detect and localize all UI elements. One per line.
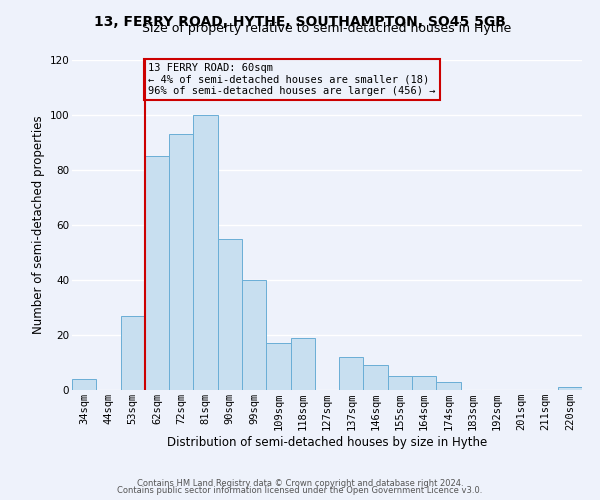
Bar: [436, 382, 461, 390]
Bar: [169, 134, 193, 390]
Bar: [290, 338, 315, 390]
Bar: [145, 156, 169, 390]
Y-axis label: Number of semi-detached properties: Number of semi-detached properties: [32, 116, 46, 334]
Bar: [266, 343, 290, 390]
Bar: [72, 379, 96, 390]
Text: Contains public sector information licensed under the Open Government Licence v3: Contains public sector information licen…: [118, 486, 482, 495]
Bar: [388, 376, 412, 390]
X-axis label: Distribution of semi-detached houses by size in Hythe: Distribution of semi-detached houses by …: [167, 436, 487, 449]
Bar: [242, 280, 266, 390]
Text: 13, FERRY ROAD, HYTHE, SOUTHAMPTON, SO45 5GB: 13, FERRY ROAD, HYTHE, SOUTHAMPTON, SO45…: [94, 15, 506, 29]
Bar: [558, 387, 582, 390]
Bar: [339, 357, 364, 390]
Bar: [364, 365, 388, 390]
Bar: [193, 115, 218, 390]
Bar: [218, 239, 242, 390]
Text: Contains HM Land Registry data © Crown copyright and database right 2024.: Contains HM Land Registry data © Crown c…: [137, 478, 463, 488]
Text: 13 FERRY ROAD: 60sqm
← 4% of semi-detached houses are smaller (18)
96% of semi-d: 13 FERRY ROAD: 60sqm ← 4% of semi-detach…: [149, 62, 436, 96]
Bar: [412, 376, 436, 390]
Title: Size of property relative to semi-detached houses in Hythe: Size of property relative to semi-detach…: [142, 22, 512, 35]
Bar: [121, 316, 145, 390]
